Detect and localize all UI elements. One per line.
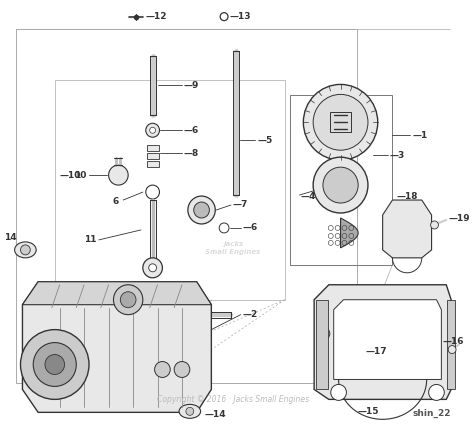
Bar — [330, 112, 351, 132]
Circle shape — [318, 328, 330, 340]
Circle shape — [428, 385, 444, 400]
Text: —18: —18 — [396, 192, 418, 201]
Circle shape — [20, 245, 30, 255]
Text: Jacks
Small Engines: Jacks Small Engines — [205, 241, 261, 255]
Text: —4: —4 — [301, 192, 316, 201]
Circle shape — [146, 123, 159, 137]
Text: —13: —13 — [230, 12, 251, 21]
Circle shape — [45, 354, 64, 374]
Bar — [447, 300, 455, 389]
Bar — [147, 145, 158, 151]
Text: 14: 14 — [4, 234, 17, 243]
Ellipse shape — [179, 404, 201, 418]
Circle shape — [143, 258, 163, 278]
Circle shape — [303, 84, 378, 160]
Text: —14: —14 — [204, 410, 226, 419]
Circle shape — [186, 407, 194, 416]
Circle shape — [150, 127, 155, 133]
Circle shape — [113, 285, 143, 315]
Text: —5: —5 — [257, 136, 273, 145]
Text: Copyright © 2016 · Jacks Small Engines: Copyright © 2016 · Jacks Small Engines — [157, 395, 309, 404]
Circle shape — [120, 292, 136, 308]
Polygon shape — [383, 200, 432, 258]
Text: —6: —6 — [243, 223, 258, 232]
Bar — [147, 161, 158, 167]
Text: —7: —7 — [233, 200, 248, 209]
Circle shape — [174, 362, 190, 377]
Circle shape — [430, 221, 438, 229]
Circle shape — [331, 385, 346, 400]
Text: —9: —9 — [184, 81, 200, 90]
Circle shape — [323, 167, 358, 203]
Text: —1: —1 — [412, 131, 427, 140]
Text: —8: —8 — [184, 149, 199, 158]
Polygon shape — [22, 282, 211, 305]
Circle shape — [194, 202, 210, 218]
Circle shape — [188, 196, 215, 224]
Text: —17: —17 — [365, 347, 387, 356]
Circle shape — [155, 362, 170, 377]
Text: 11: 11 — [84, 235, 97, 244]
Bar — [55, 81, 285, 300]
Polygon shape — [340, 218, 358, 248]
Bar — [16, 28, 357, 383]
Bar — [290, 95, 392, 265]
Text: 10: 10 — [74, 170, 87, 180]
Polygon shape — [314, 285, 451, 399]
Circle shape — [149, 264, 156, 272]
Circle shape — [313, 157, 368, 213]
Polygon shape — [22, 282, 211, 413]
Circle shape — [313, 95, 368, 150]
Text: 6: 6 — [112, 197, 118, 206]
Text: —10: —10 — [60, 170, 81, 180]
Text: —16: —16 — [442, 337, 464, 346]
Text: —15: —15 — [357, 407, 379, 416]
Ellipse shape — [15, 242, 36, 258]
Text: —12: —12 — [146, 12, 167, 21]
Text: —2: —2 — [243, 310, 258, 319]
Text: —19: —19 — [448, 215, 470, 223]
Text: shin_22: shin_22 — [412, 409, 451, 418]
Text: —3: —3 — [390, 151, 405, 160]
Circle shape — [109, 165, 128, 185]
Circle shape — [33, 343, 76, 386]
Bar — [316, 300, 328, 389]
Circle shape — [448, 346, 456, 354]
Polygon shape — [334, 300, 441, 379]
Bar — [147, 153, 158, 159]
Circle shape — [20, 329, 89, 399]
Text: —6: —6 — [184, 126, 199, 135]
